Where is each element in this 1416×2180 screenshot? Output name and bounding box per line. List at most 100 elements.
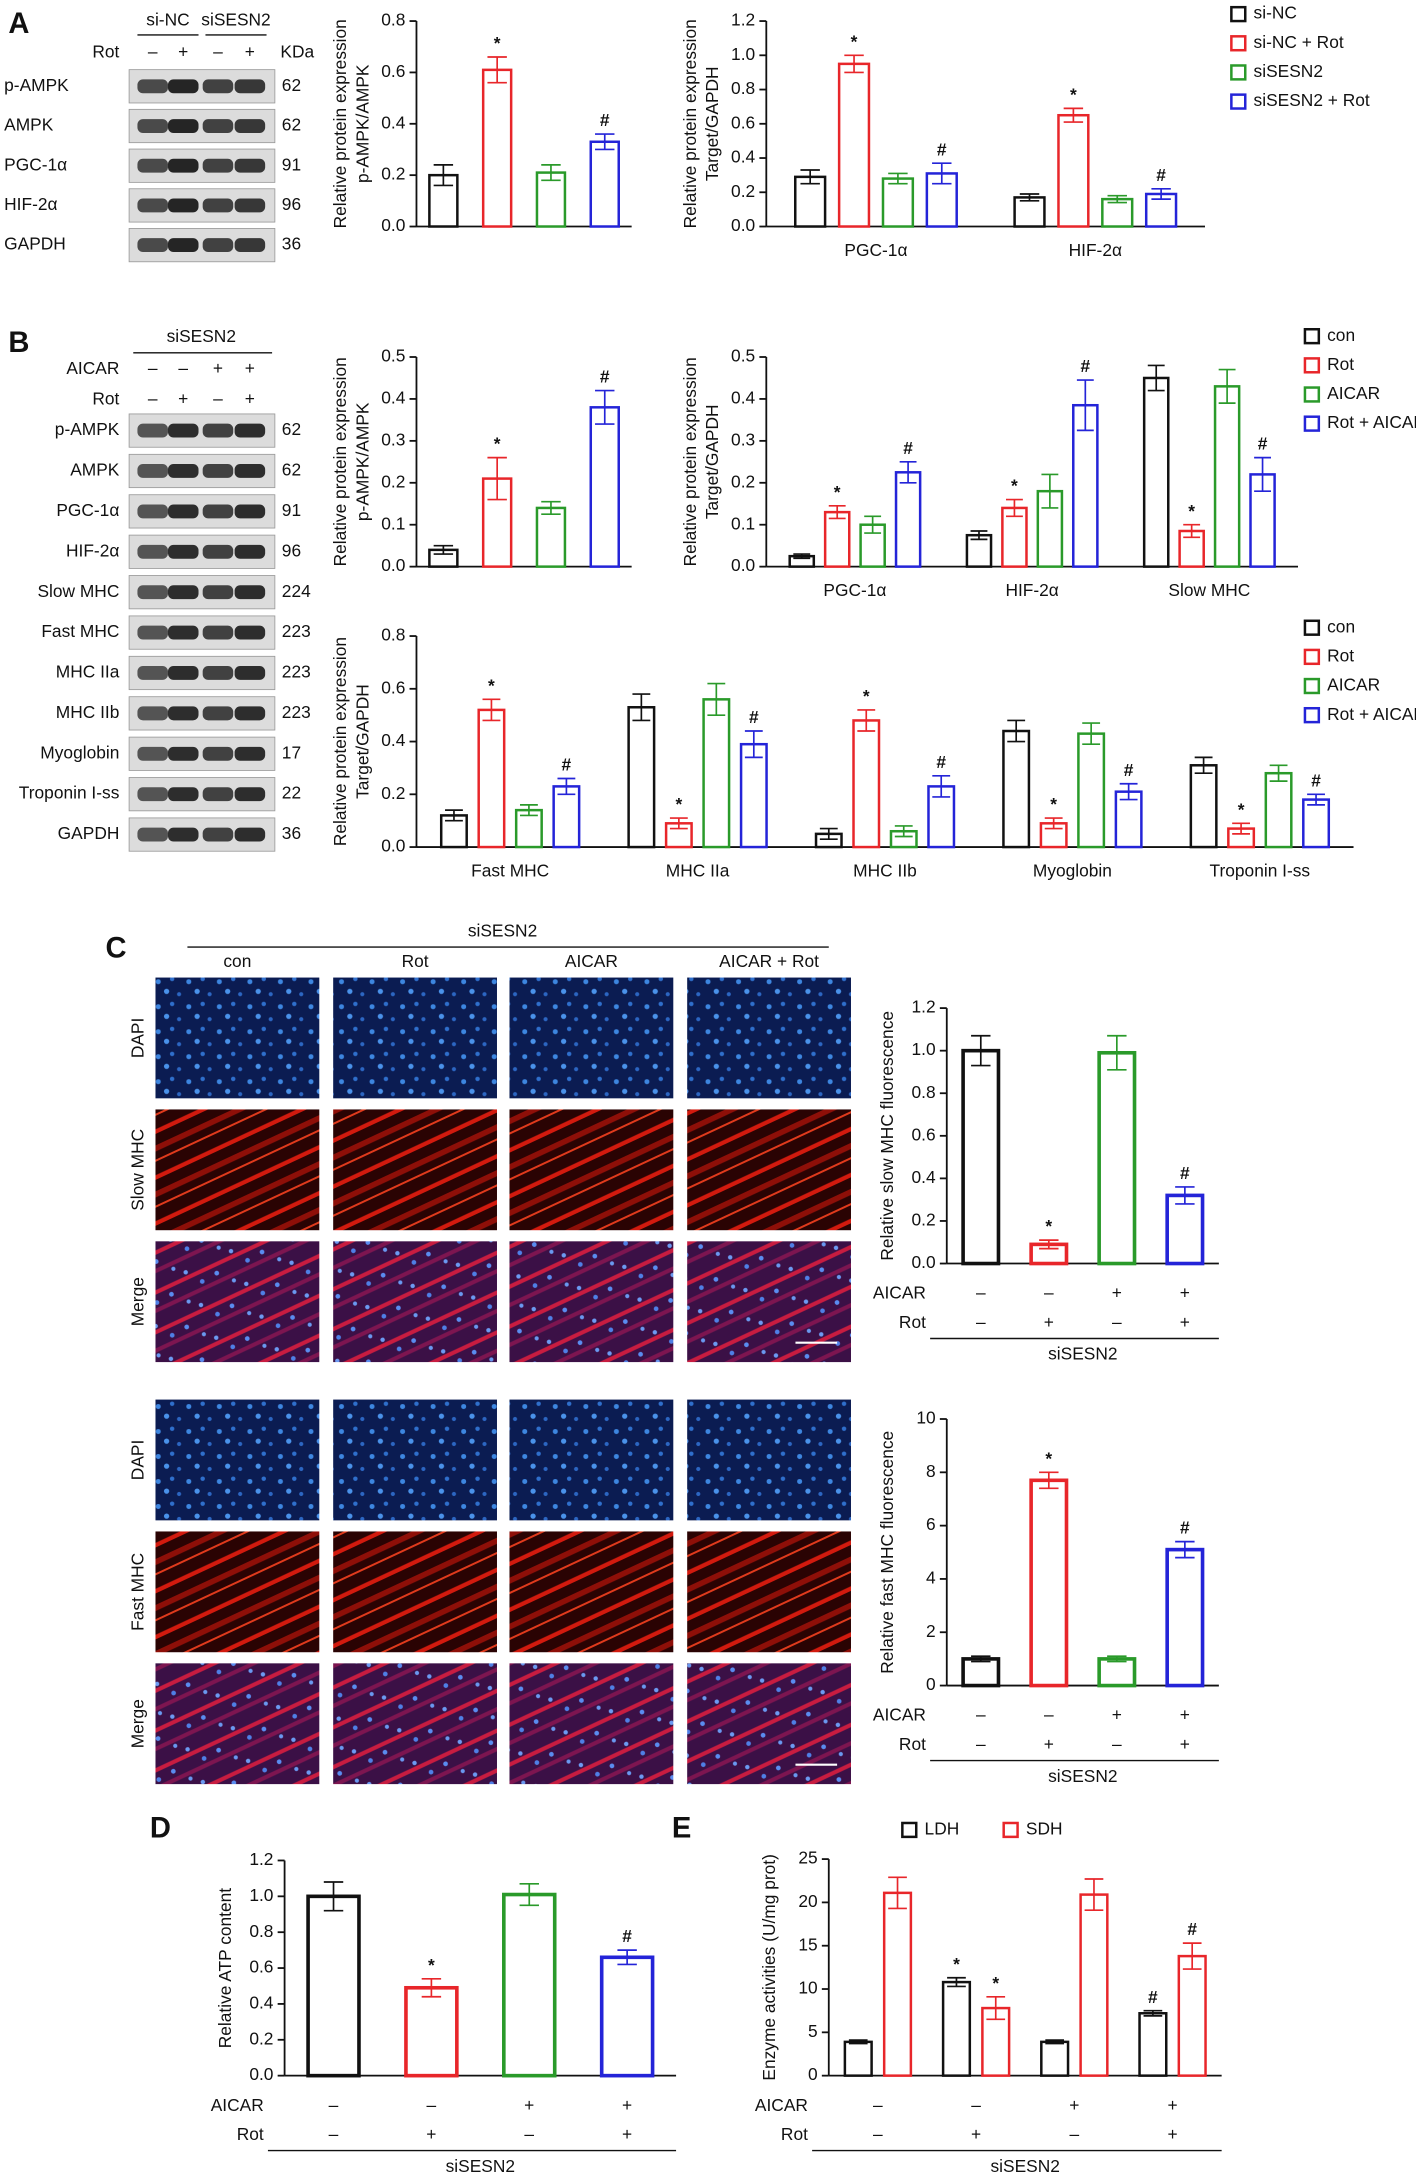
blot-band [202, 504, 234, 519]
significance: * [1238, 799, 1245, 819]
y-tick-label: 0.8 [731, 78, 755, 98]
error-bar [932, 775, 951, 798]
micrograph [155, 1109, 320, 1231]
x-tick-label: HIF-2α [1069, 240, 1122, 260]
error-bar [1107, 1655, 1127, 1663]
y-axis-label: Relative protein expression [330, 357, 350, 566]
sign: – [873, 2124, 883, 2144]
bar [477, 708, 506, 849]
bar [552, 785, 581, 849]
y-tick-label: 0.1 [731, 513, 755, 533]
kda: 17 [282, 742, 301, 762]
y-tick-label: 6 [926, 1514, 936, 1534]
y-tick-label: 0.0 [731, 215, 755, 235]
panel-label: C [106, 932, 127, 964]
legend-label: Rot + AICAR [1327, 412, 1416, 432]
legend-label: Rot [1327, 354, 1354, 374]
row-label: Slow MHC [37, 581, 119, 601]
y-axis-label: p-AMPK/AMPK [352, 64, 372, 183]
micrograph [509, 1531, 674, 1653]
legend-label: si-NC + Rot [1254, 32, 1344, 52]
bar [739, 742, 768, 849]
legend-swatch [1303, 415, 1321, 432]
panel-label: D [150, 1813, 171, 1845]
image-group: siSESN2 [468, 920, 537, 940]
blot-band [234, 787, 266, 802]
y-tick-label: 0.0 [381, 215, 405, 235]
error-bar [1107, 1034, 1127, 1071]
micrograph [687, 1241, 851, 1363]
significance: # [562, 755, 572, 775]
legend-label: AICAR [1327, 675, 1380, 695]
legend-swatch [1303, 619, 1321, 636]
sign: – [1069, 2124, 1079, 2144]
significance: * [488, 675, 495, 695]
y-tick-label: 1.0 [912, 1039, 936, 1059]
row-label: MHC IIa [56, 662, 120, 682]
sign: – [329, 2124, 339, 2144]
blot-band [137, 625, 168, 640]
sign: + [622, 2124, 632, 2144]
blot-band [167, 706, 199, 721]
y-tick-label: 0.5 [381, 346, 405, 366]
bar [589, 406, 620, 568]
blot-band [234, 544, 266, 559]
x-tick-label: Myoglobin [1033, 861, 1112, 881]
significance: # [600, 367, 610, 387]
blot-band [137, 238, 168, 253]
micrograph [333, 1399, 497, 1521]
panel-label: B [8, 327, 29, 359]
y-tick-label: 0.2 [912, 1210, 936, 1230]
x-tick-label: Slow MHC [1168, 580, 1250, 600]
y-tick-label: 1.0 [731, 44, 755, 64]
bar [1302, 798, 1331, 849]
panel-label: A [8, 8, 29, 40]
treatment-label: Rot [92, 42, 119, 62]
significance: * [953, 1954, 960, 1974]
significance: # [622, 1926, 632, 1946]
kda: 91 [282, 500, 301, 520]
y-tick-label: 0.6 [731, 112, 755, 132]
blot-band [137, 827, 168, 842]
sign: – [976, 1283, 986, 1303]
blot-band [137, 746, 168, 761]
legend-swatch [1303, 357, 1321, 374]
y-tick-label: 0.2 [249, 2028, 273, 2048]
sign: – [1044, 1283, 1054, 1303]
condition-label: AICAR [755, 2095, 808, 2115]
blot-band [137, 706, 168, 721]
sign: – [873, 2095, 883, 2115]
group-label: siSESN2 [991, 2156, 1060, 2176]
legend-swatch [901, 1821, 918, 1839]
micrograph [155, 977, 320, 1099]
y-tick-label: 0.5 [731, 346, 755, 366]
group-label: siSESN2 [1048, 1766, 1117, 1786]
bar [961, 1048, 1001, 1266]
y-tick-label: 0.0 [381, 836, 405, 856]
blot-band [167, 238, 199, 253]
error-bar [482, 698, 501, 722]
significance: # [1148, 1987, 1158, 2007]
bar [306, 1894, 361, 2078]
blot-band [137, 585, 168, 600]
y-axis-label: Relative protein expression [330, 19, 350, 228]
blot-band [234, 706, 266, 721]
micrograph [155, 1531, 320, 1653]
kda: 223 [282, 621, 311, 641]
bar [1013, 196, 1046, 228]
legend-swatch [1230, 93, 1247, 110]
y-tick-label: 1.2 [249, 1849, 273, 1869]
y-tick-label: 0.3 [381, 429, 405, 449]
blot-band [167, 827, 199, 842]
y-tick-label: 0.0 [912, 1252, 936, 1272]
error-bar [541, 164, 561, 182]
bar [502, 1892, 557, 2078]
sign: – [976, 1734, 986, 1754]
unit-label: KDa [280, 42, 314, 62]
row-label: HIF-2α [4, 194, 57, 214]
column-label: Rot [402, 951, 429, 971]
blot-band [167, 198, 199, 213]
kda: 96 [282, 194, 301, 214]
blot-band [234, 666, 266, 680]
error-bar [1045, 2039, 1065, 2045]
